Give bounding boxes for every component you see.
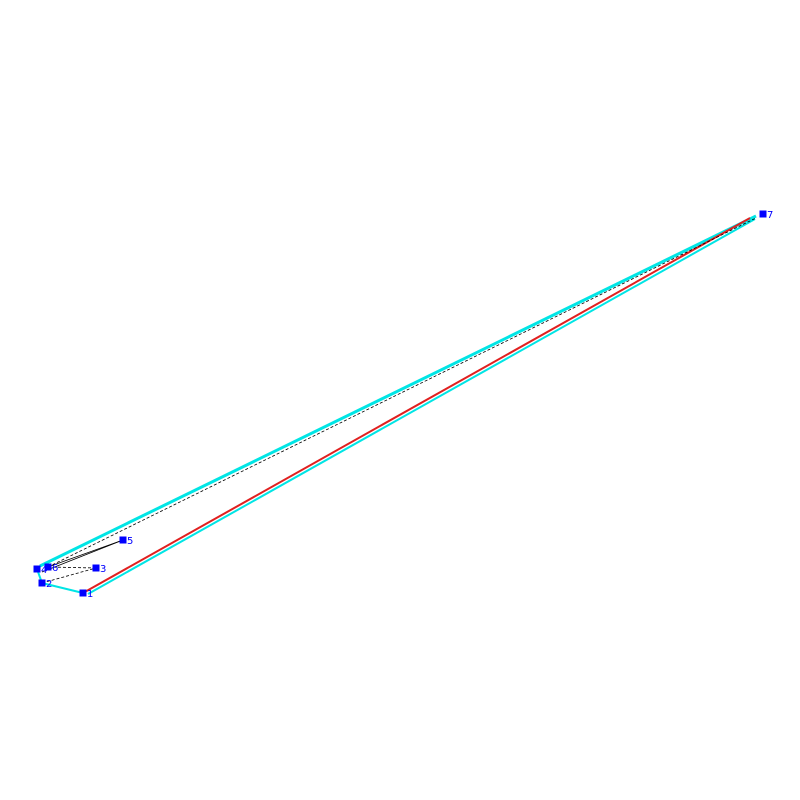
- node-label: 5: [127, 536, 133, 547]
- node-marker: [44, 563, 52, 571]
- node-marker: [759, 210, 767, 218]
- edge: [41, 567, 97, 584]
- edges: [35, 214, 757, 595]
- node-marker: [38, 579, 46, 587]
- node-marker: [79, 589, 87, 597]
- node-marker: [33, 565, 41, 573]
- node-marker: [92, 564, 100, 572]
- edge: [47, 539, 124, 568]
- node-label: 7: [767, 210, 773, 221]
- edge: [41, 539, 124, 573]
- node-label: 2: [46, 579, 52, 590]
- node-label: 1: [87, 589, 93, 600]
- node-label: 4: [41, 565, 47, 576]
- node-marker: [119, 536, 127, 544]
- edge: [87, 218, 756, 595]
- node-label: 6: [52, 563, 58, 574]
- edge: [39, 214, 757, 568]
- edge: [82, 217, 751, 594]
- nodes: 1 2 3 4 5 6 7: [33, 210, 773, 600]
- edge: [47, 217, 757, 568]
- edge: [47, 566, 97, 569]
- node-label: 3: [100, 564, 106, 575]
